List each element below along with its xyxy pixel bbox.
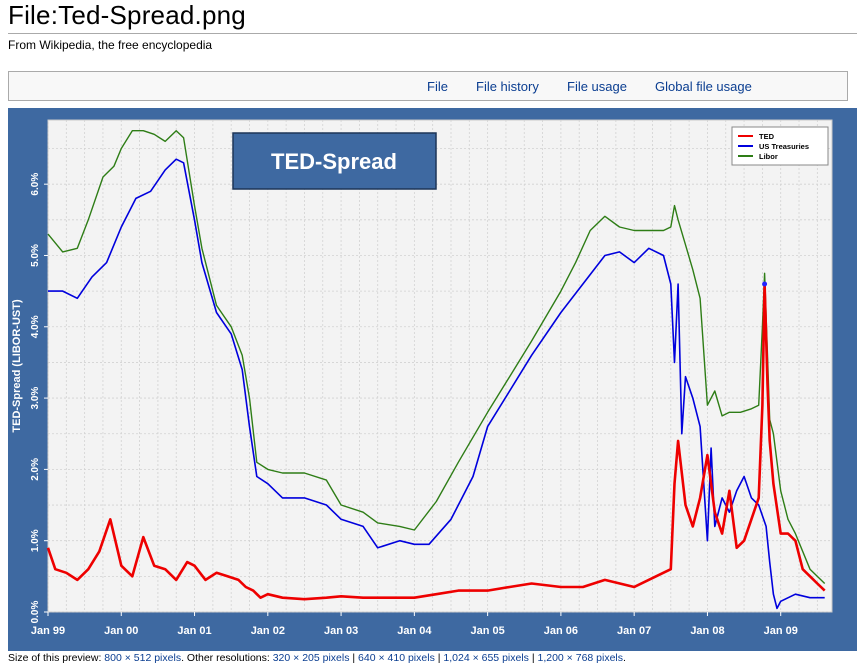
title-divider <box>8 33 857 34</box>
y-axis-label: TED-Spread (LIBOR-UST) <box>11 299 23 433</box>
peak-marker <box>762 281 768 287</box>
y-tick-label: 3.0% <box>30 387 41 410</box>
series-line-ted <box>46 282 826 601</box>
ted-spread-chart: 0.0% 1.0% 2.0% 3.0% 4.0% 5.0% 6.0% Jan 99 Jan 00… <box>11 119 833 637</box>
plot-area <box>47 119 833 613</box>
tab-global-file-usage[interactable]: Global file usage <box>655 79 752 94</box>
x-tick-label: Jan 01 <box>177 625 211 637</box>
page-tagline: From Wikipedia, the free encyclopedia <box>8 38 213 52</box>
page-title: File:Ted-Spread.png <box>8 0 246 30</box>
x-tick-label: Jan 03 <box>324 625 358 637</box>
legend-label: US Treasuries <box>759 142 809 151</box>
file-tab-bar: File File history File usage Global file… <box>8 71 848 101</box>
series-line-libor <box>47 130 826 585</box>
x-tick-label: Jan 09 <box>764 625 798 637</box>
y-tick-label: 5.0% <box>30 244 41 267</box>
preview-size-label: Size of this preview: <box>8 652 105 664</box>
tab-file-history[interactable]: File history <box>476 79 539 94</box>
y-tick-label: 4.0% <box>30 315 41 338</box>
x-tick-label: Jan 99 <box>31 625 65 637</box>
chart-image[interactable]: 0.0% 1.0% 2.0% 3.0% 4.0% 5.0% 6.0% Jan 99 Jan 00… <box>8 108 857 651</box>
resolution-link-1200[interactable]: 1,200 × 768 pixels <box>537 652 624 664</box>
x-tick-label: Jan 07 <box>617 625 651 637</box>
x-tick-label: Jan 06 <box>544 625 578 637</box>
y-tick-label: 6.0% <box>30 173 41 196</box>
resolution-link-320[interactable]: 320 × 205 pixels <box>272 652 350 664</box>
x-tick-label: Jan 04 <box>397 625 432 637</box>
x-tick-label: Jan 08 <box>690 625 724 637</box>
preview-size-footer: Size of this preview: 800 × 512 pixels. … <box>8 652 626 664</box>
y-tick-label: 1.0% <box>30 529 41 552</box>
y-tick-label: 2.0% <box>30 458 41 481</box>
other-resolutions-label: . Other resolutions: <box>181 652 273 664</box>
x-tick-label: Jan 00 <box>104 625 138 637</box>
separator: | <box>434 652 444 664</box>
x-tick-label: Jan 02 <box>251 625 285 637</box>
resolution-link-1024[interactable]: 1,024 × 655 pixels <box>443 652 529 664</box>
y-tick-label: 0.0% <box>30 600 41 623</box>
separator: | <box>349 652 359 664</box>
x-tick-label: Jan 05 <box>471 625 505 637</box>
legend-label: TED <box>759 132 775 141</box>
footer-end: . <box>623 652 626 664</box>
tab-file-usage[interactable]: File usage <box>567 79 627 94</box>
series-line-us-treasuries <box>48 158 825 610</box>
preview-size-link[interactable]: 800 × 512 pixels <box>104 652 182 664</box>
resolution-link-640[interactable]: 640 × 410 pixels <box>358 652 435 664</box>
chart-title-box <box>232 132 437 190</box>
legend-label: Libor <box>759 152 778 161</box>
chart-title: TED-Spread <box>271 149 397 174</box>
separator: | <box>528 652 538 664</box>
tab-file[interactable]: File <box>427 79 448 94</box>
